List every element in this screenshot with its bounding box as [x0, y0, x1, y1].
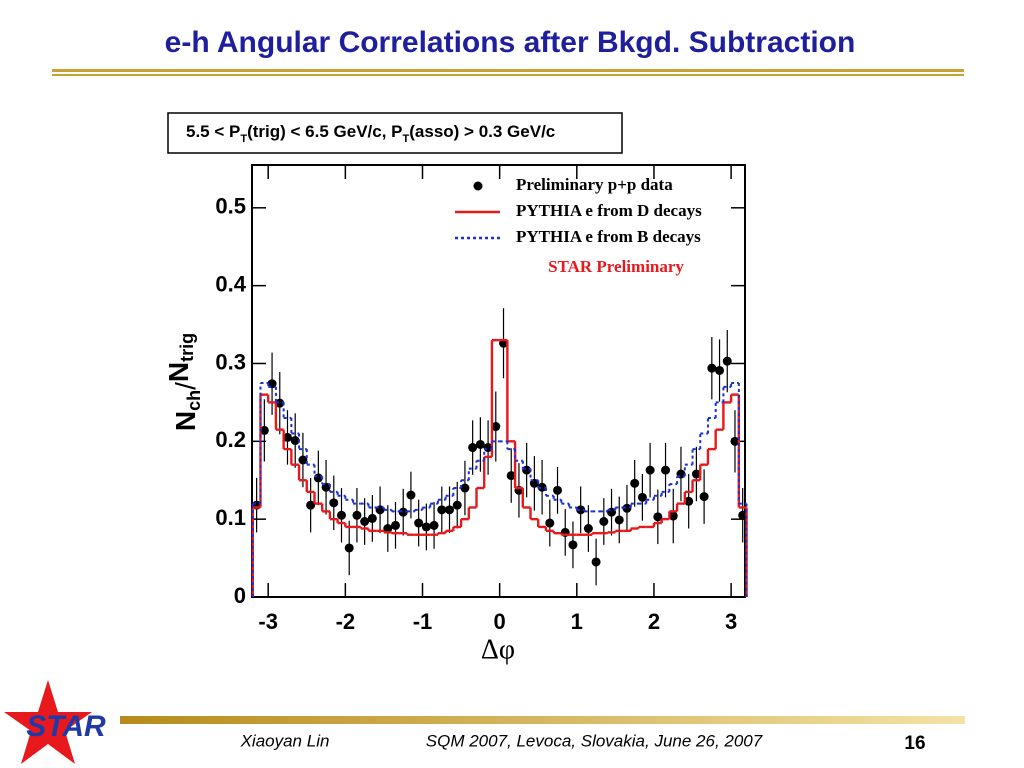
data-point	[614, 515, 624, 525]
x-tick-label: 2	[648, 609, 660, 634]
title-rule	[52, 69, 964, 72]
data-point	[352, 510, 362, 520]
x-tick-label: -1	[413, 609, 433, 634]
data-point	[259, 425, 269, 435]
logo-star	[4, 680, 92, 764]
data-point	[306, 500, 316, 510]
x-axis-label: Δφ	[481, 634, 515, 665]
data-point	[429, 520, 439, 530]
data-point	[537, 482, 547, 492]
data-point	[707, 363, 717, 373]
subtitle: 5.5 < PT(trig) < 6.5 GeV/c, PT(asso) > 0…	[186, 122, 555, 144]
data-point	[421, 522, 431, 532]
data-point	[414, 518, 424, 528]
y-tick-label: 0.2	[215, 427, 246, 452]
y-label-part: N	[170, 411, 201, 431]
plot-frame	[251, 164, 746, 598]
data-point	[637, 492, 647, 502]
data-point	[645, 465, 655, 475]
y-label-part: /	[170, 382, 201, 390]
data-point	[475, 439, 485, 449]
data-point	[568, 540, 578, 550]
subtitle-part: (trig) < 6.5 GeV/c, P	[247, 122, 402, 141]
data-point	[298, 455, 308, 465]
data-point	[722, 356, 732, 366]
data-point	[406, 490, 416, 500]
subtitle-part: T	[403, 133, 410, 145]
data-point	[653, 512, 663, 522]
footer-event: SQM 2007, Levoca, Slovakia, June 26, 200…	[426, 731, 763, 750]
data-point	[383, 524, 393, 534]
data-point	[599, 516, 609, 526]
data-point	[290, 436, 300, 446]
x-tick-label: 0	[494, 609, 506, 634]
y-label-part: trig	[177, 333, 197, 362]
x-tick-label: -3	[258, 609, 278, 634]
x-tick-label: 3	[725, 609, 737, 634]
data-point	[329, 498, 339, 508]
y-label-part: N	[163, 362, 194, 382]
x-tick-label: -2	[336, 609, 356, 634]
data-point	[583, 524, 593, 534]
y-tick-label: 0.5	[215, 194, 246, 219]
x-tick-label: 1	[571, 609, 583, 634]
footer-author: Xiaoyan Lin	[240, 731, 330, 750]
data-point	[360, 516, 370, 526]
logo-text: STAR	[26, 710, 106, 743]
subtitle-box	[167, 112, 623, 154]
y-axis-label: Nch/Ntrig	[163, 333, 203, 431]
data-point	[282, 432, 292, 442]
subtitle-part: 5.5 < P	[186, 122, 240, 141]
data-point	[468, 443, 478, 453]
data-point	[591, 557, 601, 567]
subtitle-part: T	[240, 133, 247, 145]
y-tick-label: 0.3	[215, 349, 246, 374]
data-point	[684, 496, 694, 506]
data-point	[398, 507, 408, 517]
data-point	[553, 485, 563, 495]
data-point	[715, 365, 725, 375]
title-rule	[52, 74, 964, 76]
legend-label: PYTHIA e from B decays	[516, 227, 701, 246]
data-point	[452, 500, 462, 510]
data-point	[391, 520, 401, 530]
data-point	[437, 505, 447, 515]
data-point	[344, 543, 354, 553]
data-point	[460, 483, 470, 493]
data-point	[367, 513, 377, 523]
y-tick-label: 0	[234, 583, 246, 608]
y-tick-label: 0.4	[215, 271, 246, 296]
data-point	[661, 465, 671, 475]
data-point	[630, 478, 640, 488]
legend-swatch	[473, 181, 483, 191]
page-number: 16	[904, 733, 925, 754]
data-point	[738, 510, 748, 520]
slide-title: e-h Angular Correlations after Bkgd. Sub…	[165, 26, 856, 59]
annotation: STAR Preliminary	[548, 257, 684, 276]
data-point	[275, 398, 285, 408]
y-label-part: ch	[184, 390, 204, 411]
data-point	[622, 503, 632, 513]
data-point	[545, 518, 555, 528]
data-point	[491, 422, 501, 432]
y-tick-label: 0.1	[215, 505, 246, 530]
data-point	[691, 469, 701, 479]
subtitle-part: (asso) > 0.3 GeV/c	[409, 122, 555, 141]
data-point	[576, 505, 586, 515]
data-point	[506, 471, 516, 481]
data-point	[668, 511, 678, 521]
data-point	[445, 505, 455, 515]
data-point	[699, 492, 709, 502]
plot: 0 0.1 0.2 0.3 0.4 0.5 -3 -2 -1 0 1 2 3 Preliminary p+…	[215, 165, 748, 634]
data-point	[730, 436, 740, 446]
legend-label: PYTHIA e from D decays	[516, 201, 702, 220]
footer-bar	[120, 716, 965, 724]
legend-label: Preliminary p+p data	[516, 175, 673, 194]
data-point	[336, 510, 346, 520]
